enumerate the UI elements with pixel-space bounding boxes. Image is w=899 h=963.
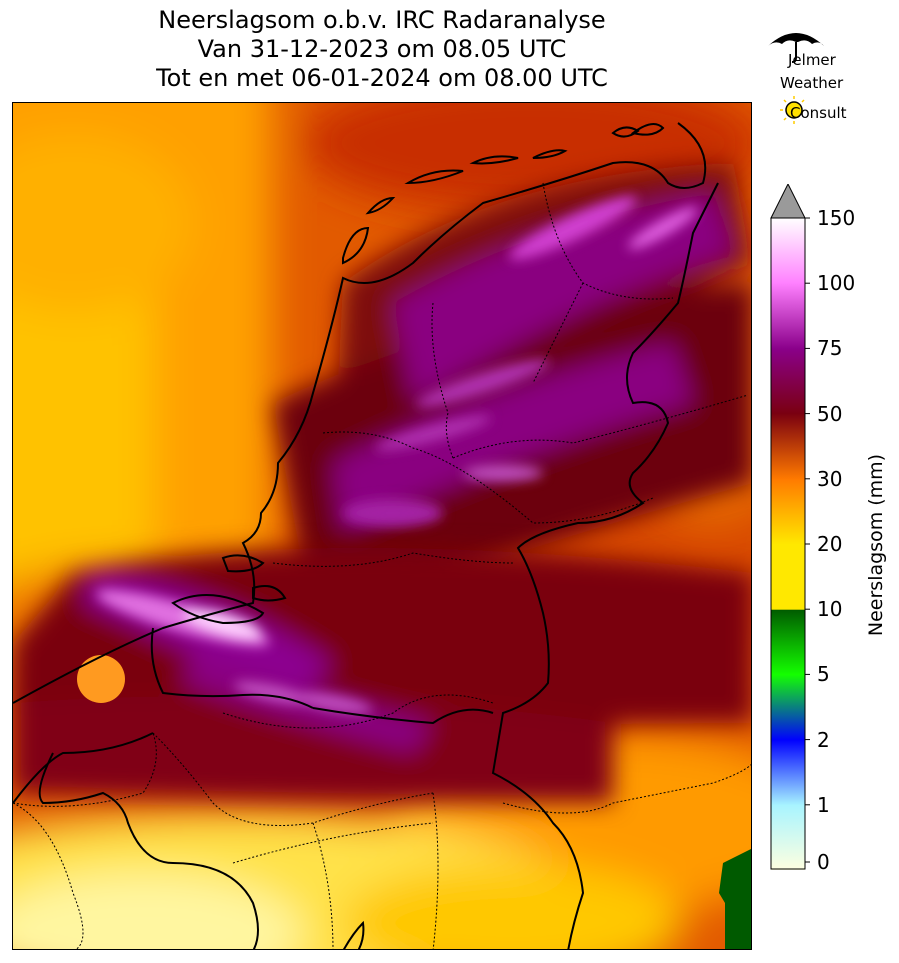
umbrella-icon (768, 33, 824, 63)
precipitation-map[interactable] (12, 102, 752, 950)
colorbar-segment (771, 413, 805, 480)
colorbar-tick-label: 50 (817, 401, 843, 426)
colorbar-segment (771, 283, 805, 349)
national-border (13, 182, 719, 949)
colorbar-tick-label: 20 (817, 532, 843, 556)
radar-site-artifact (77, 655, 125, 703)
colorbar-tick-label: 100 (817, 271, 856, 296)
jelmer-weather-consult-logo: Jelmer Weather Consult (762, 24, 872, 134)
map-canvas (13, 103, 751, 949)
colorbar (770, 182, 810, 871)
logo-graphics (768, 33, 824, 124)
colorbar-segment (771, 218, 805, 284)
colorbar-segment (771, 609, 805, 675)
coastline (13, 122, 707, 704)
sun-icon (780, 96, 805, 124)
colorbar-tick-label: 5 (817, 662, 830, 687)
colorbar-segment (771, 478, 805, 545)
colorbar-segment (771, 674, 805, 741)
colorbar-tick-label: 0 (817, 850, 830, 874)
colorbar-tick-label: 1 (817, 792, 830, 817)
title-line-2: Van 31-12-2023 om 08.05 UTC (197, 35, 567, 63)
logo-text-weather: Weather (780, 74, 844, 92)
title-line-1: Neerslagsom o.b.v. IRC Radaranalyse (158, 6, 606, 34)
colorbar-tick-label: 30 (817, 466, 843, 491)
title-line-3: Tot en met 06-01-2024 om 08.00 UTC (156, 64, 608, 92)
colorbar-extend-max (770, 182, 806, 219)
province-borders (13, 182, 751, 949)
logo-text-consult: Consult (790, 104, 847, 122)
logo-text-jelmer: Jelmer (788, 51, 836, 69)
chart-title: Neerslagsom o.b.v. IRC Radaranalyse Van … (12, 6, 752, 93)
colorbar-label: Neerslagsom (mm) (865, 453, 887, 637)
colorbar-tick-label: 75 (817, 336, 843, 361)
colorbar-segment (771, 544, 805, 610)
out-of-range-area (719, 849, 751, 949)
colorbar-tick-label: 2 (817, 727, 830, 752)
colorbar-graphic (770, 182, 810, 871)
colorbar-tick-label: 150 (817, 206, 856, 230)
precip-band-south (13, 548, 751, 803)
precip-highlights-north (343, 196, 698, 527)
colorbar-segment (771, 348, 805, 415)
colorbar-segment (771, 739, 805, 806)
colorbar-segment (771, 804, 805, 871)
colorbar-tick-label: 10 (817, 597, 843, 622)
